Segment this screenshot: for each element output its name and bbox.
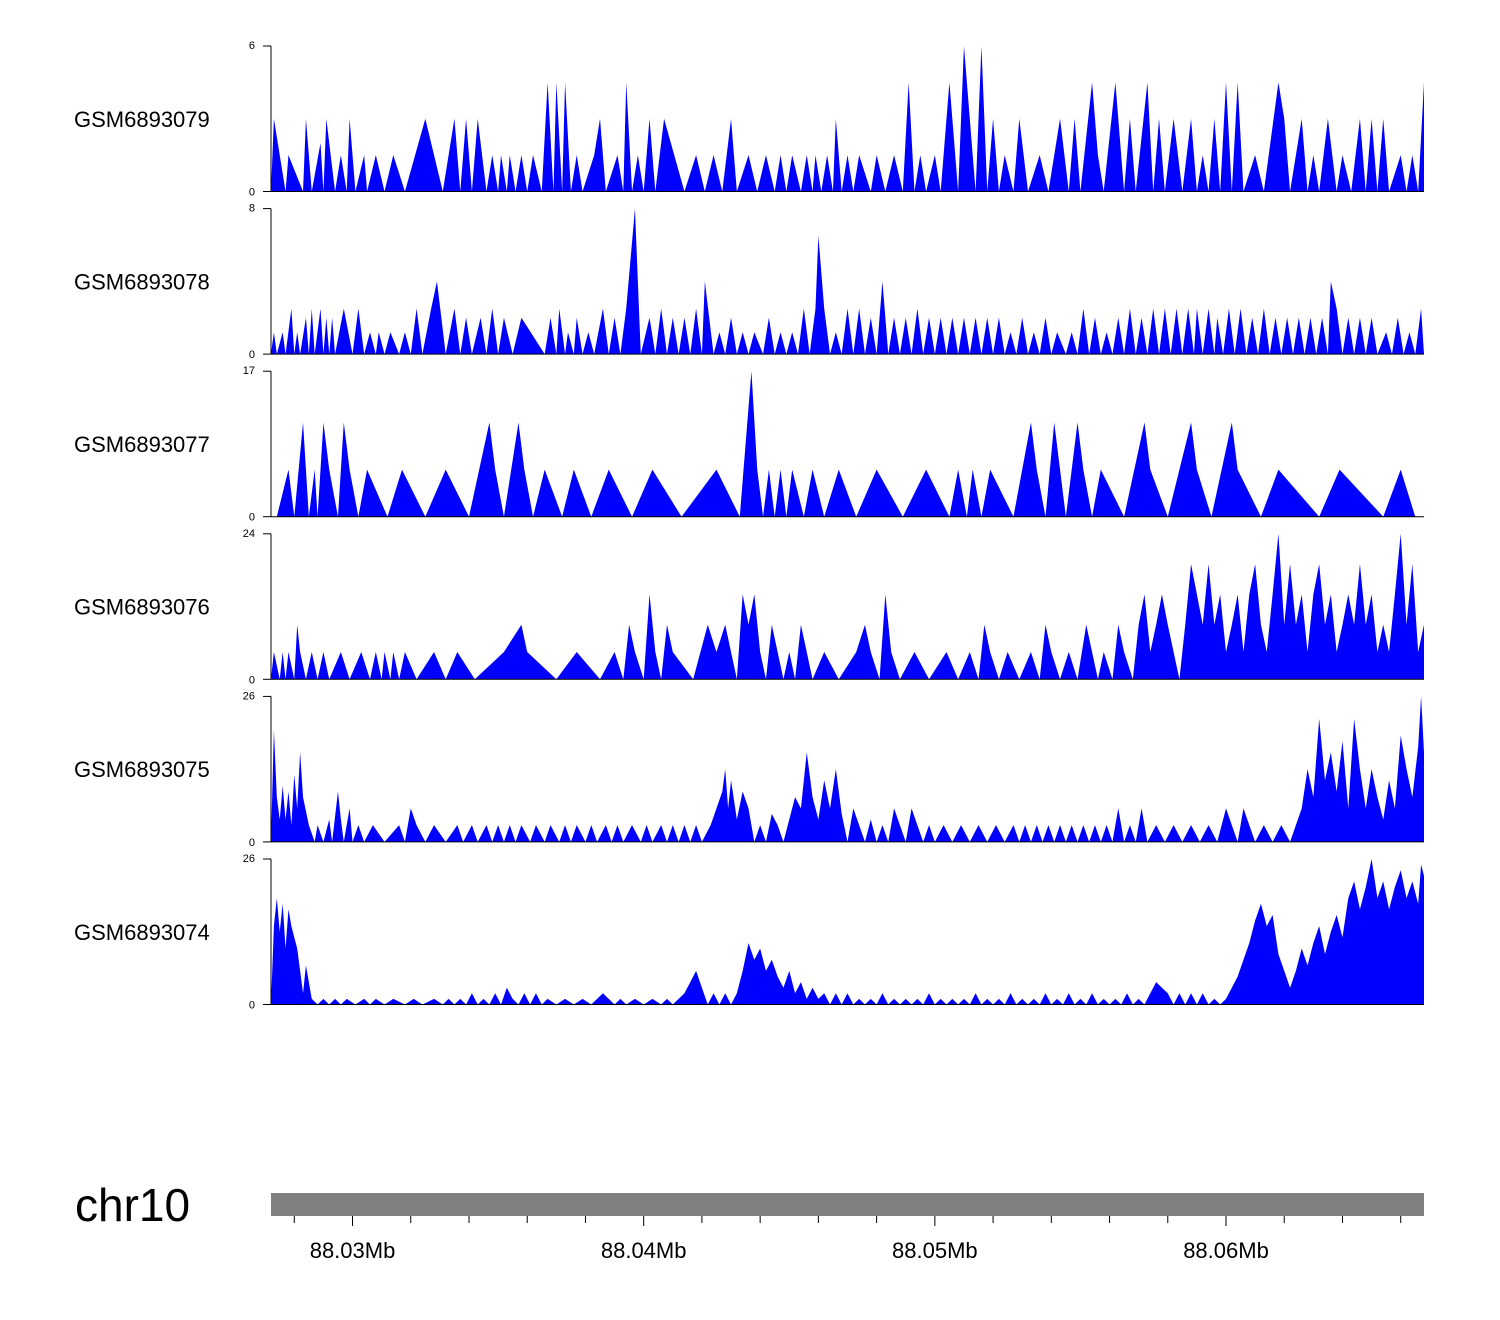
x-tick-label: 88.04Mb	[601, 1238, 687, 1263]
track-y-tick-min: 0	[249, 349, 255, 361]
coverage-area	[271, 859, 1424, 1005]
track-y-tick-max: 26	[243, 853, 255, 865]
chromosome-ideogram	[271, 1193, 1424, 1216]
x-tick-label: 88.03Mb	[310, 1238, 396, 1263]
coverage-tracks: GSM689307960GSM689307880GSM6893077170GSM…	[74, 40, 1424, 1012]
track-label: GSM6893077	[74, 432, 210, 457]
track-y-tick-max: 6	[249, 40, 255, 52]
track-label: GSM6893076	[74, 595, 210, 620]
track-y-tick-min: 0	[249, 674, 255, 686]
track-label: GSM6893078	[74, 269, 210, 294]
track-y-tick-max: 17	[243, 365, 255, 377]
track-GSM6893078: GSM6893078 8 0	[74, 203, 1424, 361]
track-y-tick-min: 0	[249, 837, 255, 849]
track-GSM6893075: GSM6893075 26 0	[74, 690, 1424, 849]
track-y-tick-min: 0	[249, 512, 255, 524]
track-y-tick-min: 0	[249, 1000, 255, 1012]
coverage-area	[271, 208, 1424, 355]
track-GSM6893074: GSM6893074 26 0	[74, 853, 1424, 1012]
track-y-tick-max: 8	[249, 203, 255, 215]
track-GSM6893076: GSM6893076 24 0	[74, 528, 1424, 686]
track-label: GSM6893075	[74, 757, 210, 782]
x-axis-ticks: 88.03Mb 88.04Mb 88.05Mb 88.06Mb	[293, 1216, 1402, 1263]
coverage-area	[271, 696, 1424, 842]
chromosome-name: chr10	[75, 1179, 190, 1231]
x-tick-label: 88.05Mb	[892, 1238, 978, 1263]
track-y-tick-max: 26	[243, 690, 255, 702]
track-label: GSM6893074	[74, 920, 210, 945]
coverage-area	[271, 533, 1424, 680]
track-y-tick-min: 0	[249, 187, 255, 199]
coverage-area	[276, 371, 1424, 517]
track-GSM6893079: GSM6893079 6 0	[74, 40, 1424, 199]
track-GSM6893077: GSM6893077 17 0	[74, 365, 1424, 524]
coverage-area	[271, 46, 1424, 192]
x-tick-label: 88.06Mb	[1183, 1238, 1269, 1263]
genome-axis: chr10 88.03Mb 88.04Mb 88.05Mb 88.06Mb	[75, 1179, 1424, 1263]
track-y-tick-max: 24	[243, 528, 255, 540]
track-label: GSM6893079	[74, 107, 210, 132]
